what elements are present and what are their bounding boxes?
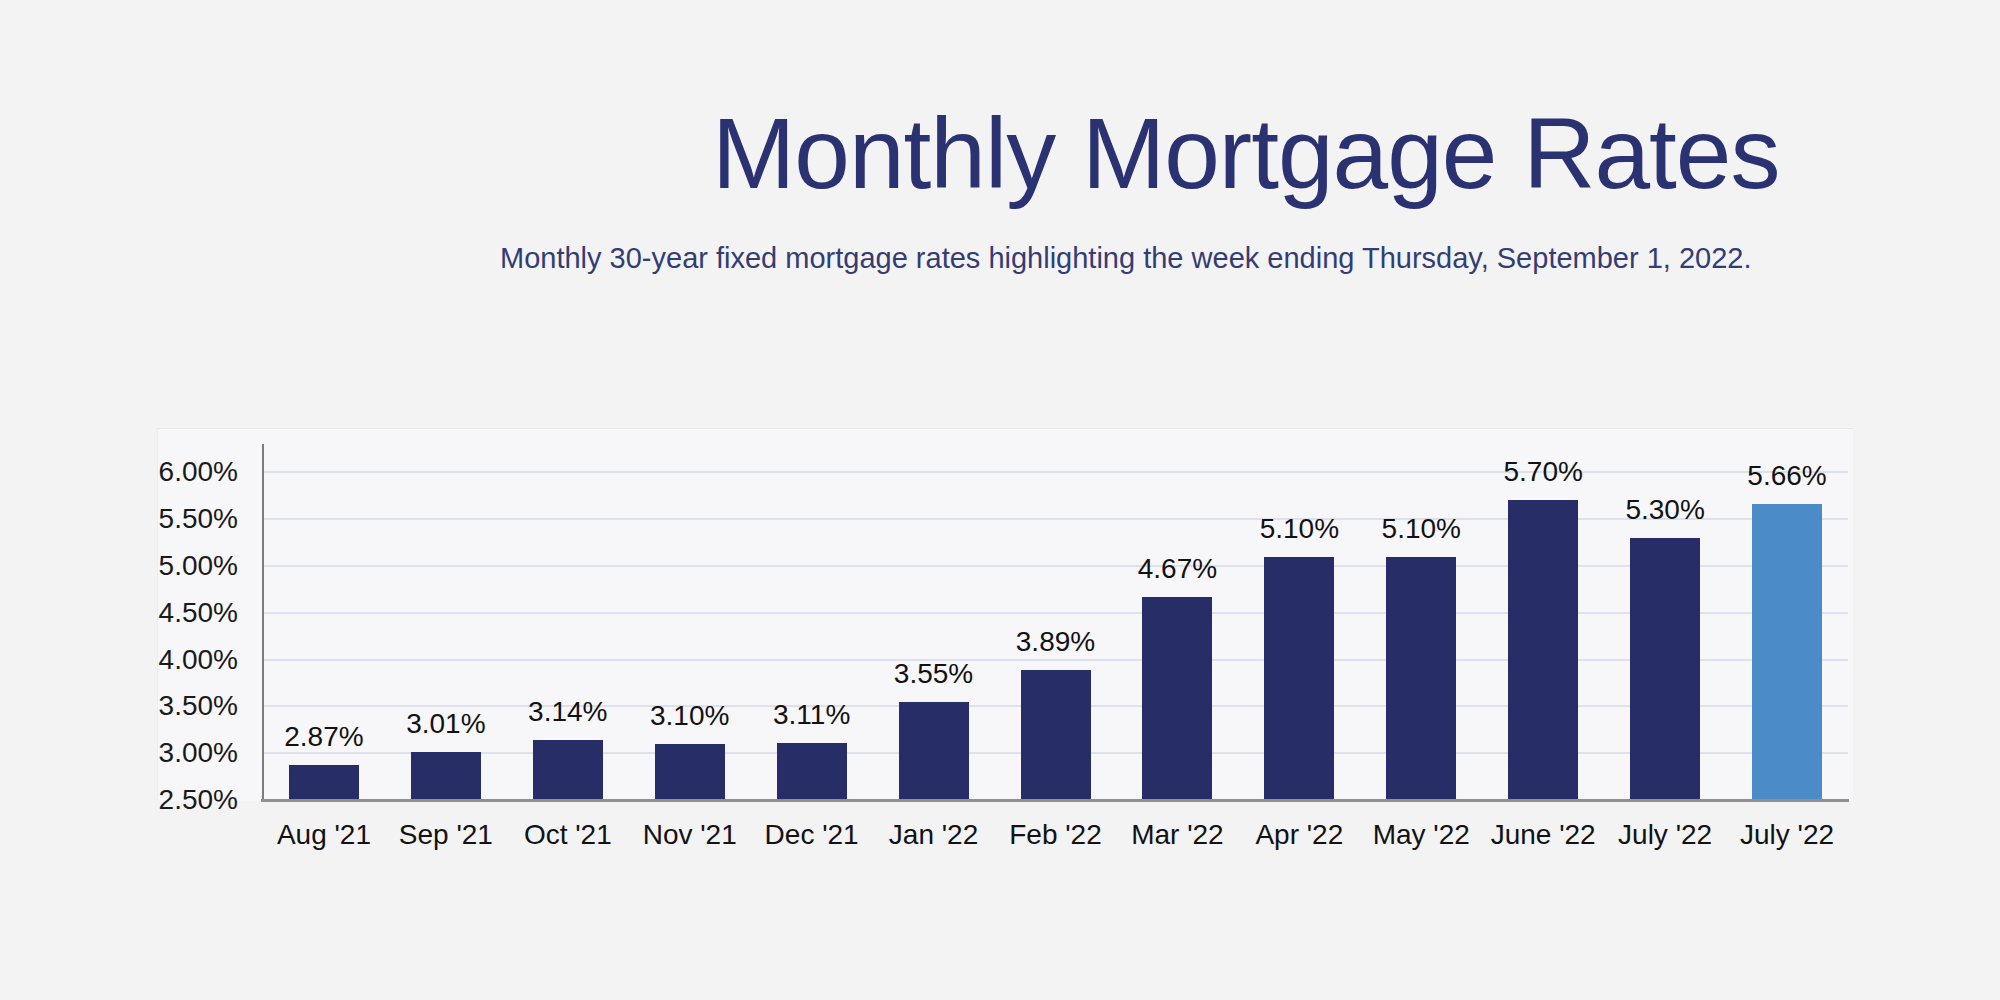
y-axis-label: 5.00% bbox=[78, 549, 238, 583]
bar bbox=[655, 744, 725, 800]
y-axis-label: 6.00% bbox=[78, 455, 238, 489]
gridline bbox=[263, 612, 1848, 614]
bar-value-label: 3.11% bbox=[727, 699, 897, 731]
y-axis-label: 3.50% bbox=[78, 689, 238, 723]
bar-value-label: 5.10% bbox=[1336, 513, 1506, 545]
bar bbox=[1386, 557, 1456, 800]
bar-highlighted bbox=[1752, 504, 1822, 800]
y-axis-label: 2.50% bbox=[78, 783, 238, 817]
y-axis-label: 4.00% bbox=[78, 643, 238, 677]
bar-value-label: 3.55% bbox=[849, 658, 1019, 690]
bar bbox=[777, 743, 847, 800]
mortgage-rates-bar-chart: 6.00% 5.50% 5.00% 4.50% 4.00% 3.50% 3.00% 2.50%… bbox=[0, 0, 2000, 1000]
bar bbox=[1142, 597, 1212, 800]
x-axis-label: July '22 bbox=[1702, 818, 1872, 851]
y-axis-label: 3.00% bbox=[78, 736, 238, 770]
bar bbox=[1630, 538, 1700, 800]
bar-value-label: 3.89% bbox=[971, 626, 1141, 658]
y-axis-label: 5.50% bbox=[78, 502, 238, 536]
bar bbox=[289, 765, 359, 800]
gridline bbox=[263, 565, 1848, 567]
bar bbox=[1508, 500, 1578, 800]
bar bbox=[411, 752, 481, 800]
y-axis-label: 4.50% bbox=[78, 596, 238, 630]
x-axis-baseline bbox=[261, 799, 1849, 802]
infographic-page: Monthly Mortgage Rates Monthly 30-year f… bbox=[0, 0, 2000, 1000]
bar bbox=[1264, 557, 1334, 800]
gridline bbox=[263, 659, 1848, 661]
bar bbox=[1021, 670, 1091, 800]
bar bbox=[899, 702, 969, 800]
bar bbox=[533, 740, 603, 800]
bar-value-label: 5.30% bbox=[1580, 494, 1750, 526]
bar-value-label: 4.67% bbox=[1092, 553, 1262, 585]
bar-value-label: 5.66% bbox=[1702, 460, 1872, 492]
bar-value-label: 5.70% bbox=[1458, 456, 1628, 488]
